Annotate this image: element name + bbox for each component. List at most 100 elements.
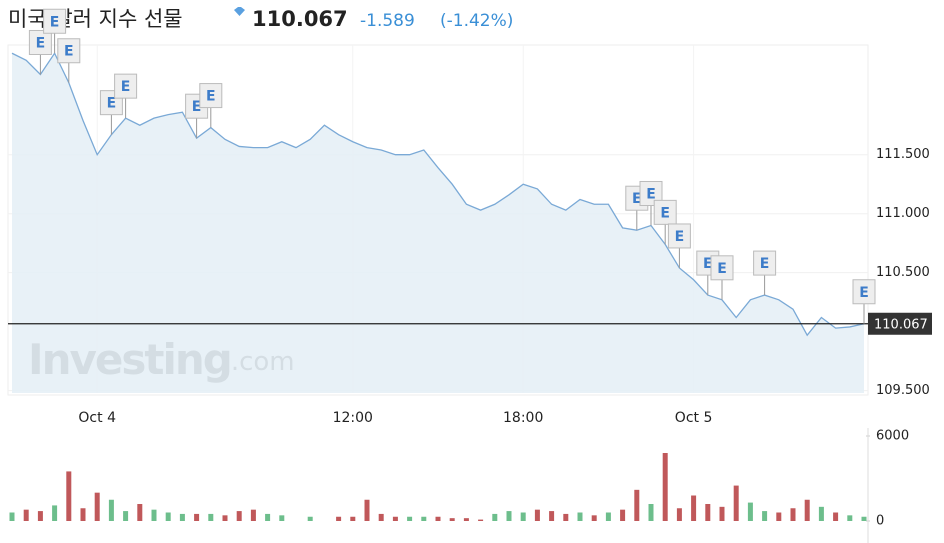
- volume-bar: [520, 512, 526, 521]
- volume-bar: [804, 499, 810, 521]
- event-box: [852, 279, 876, 305]
- event-box: [710, 255, 734, 281]
- volume-bar: [563, 513, 569, 521]
- volume-bar: [250, 509, 256, 521]
- volume-bar: [37, 511, 43, 521]
- event-label: E: [121, 79, 131, 95]
- volume-bar: [790, 508, 796, 521]
- line: [11, 51, 865, 337]
- volume-bar: [847, 515, 853, 521]
- event-label: E: [760, 256, 770, 272]
- volume-bar: [747, 502, 753, 521]
- volume-bar: [108, 499, 114, 521]
- volume-bar: [620, 509, 626, 521]
- volume-bar: [307, 516, 313, 521]
- x-tick-label: Oct 5: [675, 410, 713, 426]
- volume-bar: [577, 512, 583, 521]
- volume-bar: [705, 504, 711, 521]
- volume-bar: [762, 511, 768, 521]
- event-label: E: [64, 44, 74, 60]
- y-tick-label: 110.500: [876, 265, 930, 280]
- event-box: [199, 83, 223, 109]
- volume-bar: [691, 495, 697, 521]
- event-box: [28, 29, 52, 55]
- volume-bar: [23, 509, 29, 521]
- event-label: E: [206, 89, 216, 105]
- event-label: E: [703, 256, 713, 272]
- change-pct: (-1.42%): [440, 11, 513, 31]
- volume-bar: [861, 516, 867, 521]
- change: -1.589: [360, 11, 415, 31]
- x-tick-label: 18:00: [503, 410, 543, 426]
- volume-bar: [676, 508, 682, 521]
- volume-bar: [151, 509, 157, 521]
- x-tick-label: 12:00: [333, 410, 373, 426]
- plot-frame: [7, 44, 869, 396]
- volume-bar: [605, 512, 611, 521]
- volume-bar: [392, 516, 398, 521]
- volume-bar: [350, 516, 356, 521]
- volume-bar: [662, 453, 668, 521]
- price: 110.067: [252, 7, 348, 31]
- volume-bar: [833, 512, 839, 521]
- event-box: [114, 73, 138, 99]
- event-box: [43, 8, 67, 34]
- event-box: [753, 250, 777, 276]
- volume-bar: [435, 516, 441, 521]
- volume-bar: [9, 512, 15, 521]
- title: 미국 달러 지수 선물: [8, 7, 183, 31]
- volume-bar: [208, 513, 214, 521]
- volume-bar: [634, 489, 640, 521]
- volume-bar: [492, 513, 498, 521]
- volume-bar: [591, 515, 597, 521]
- volume-bar: [123, 511, 129, 521]
- gem-icon: [234, 7, 245, 16]
- volume-bar: [378, 513, 384, 521]
- volume-bar: [506, 511, 512, 521]
- event-label: E: [859, 285, 869, 301]
- volume-bar: [165, 512, 171, 521]
- volume-bar: [222, 515, 228, 521]
- event-label: E: [107, 96, 117, 112]
- volume-bar: [463, 518, 469, 521]
- x-tick-label: Oct 4: [78, 410, 116, 426]
- last-value-label: 110.067: [874, 317, 928, 332]
- event-label: E: [632, 191, 642, 207]
- volume-bar: [648, 504, 654, 521]
- volume-tick-label: 6000: [876, 429, 909, 444]
- volume-bar: [80, 508, 86, 521]
- area: [12, 53, 864, 393]
- volume-bar: [549, 511, 555, 521]
- event-box: [667, 223, 691, 249]
- volume-bar: [236, 511, 242, 521]
- volume-bar: [137, 504, 143, 521]
- y-tick-label: 111.000: [876, 206, 930, 221]
- event-box: [653, 199, 677, 225]
- y-tick-label: 111.500: [876, 147, 930, 162]
- volume-bar: [534, 509, 540, 521]
- volume-bar: [818, 506, 824, 521]
- event-label: E: [50, 14, 60, 30]
- volume-bar: [478, 519, 484, 521]
- event-box: [57, 38, 81, 64]
- volume-tick-label: 0: [876, 514, 884, 529]
- event-box: [639, 180, 663, 206]
- volume-bar: [336, 516, 342, 521]
- volume-bar: [776, 512, 782, 521]
- last-value-box: [868, 312, 932, 335]
- volume-bar: [279, 515, 285, 521]
- volume-bar: [179, 513, 185, 521]
- event-label: E: [36, 35, 46, 51]
- volume-bar: [66, 471, 72, 521]
- volume-bar: [52, 505, 58, 521]
- event-label: E: [646, 186, 656, 202]
- event-label: E: [660, 205, 670, 221]
- volume-bar: [407, 516, 413, 521]
- volume-bar: [733, 485, 739, 521]
- event-label: E: [717, 261, 727, 277]
- y-tick-label: 109.500: [876, 383, 930, 398]
- volume-bar: [194, 513, 200, 521]
- volume-bar: [449, 518, 455, 521]
- volume-bar: [265, 513, 271, 521]
